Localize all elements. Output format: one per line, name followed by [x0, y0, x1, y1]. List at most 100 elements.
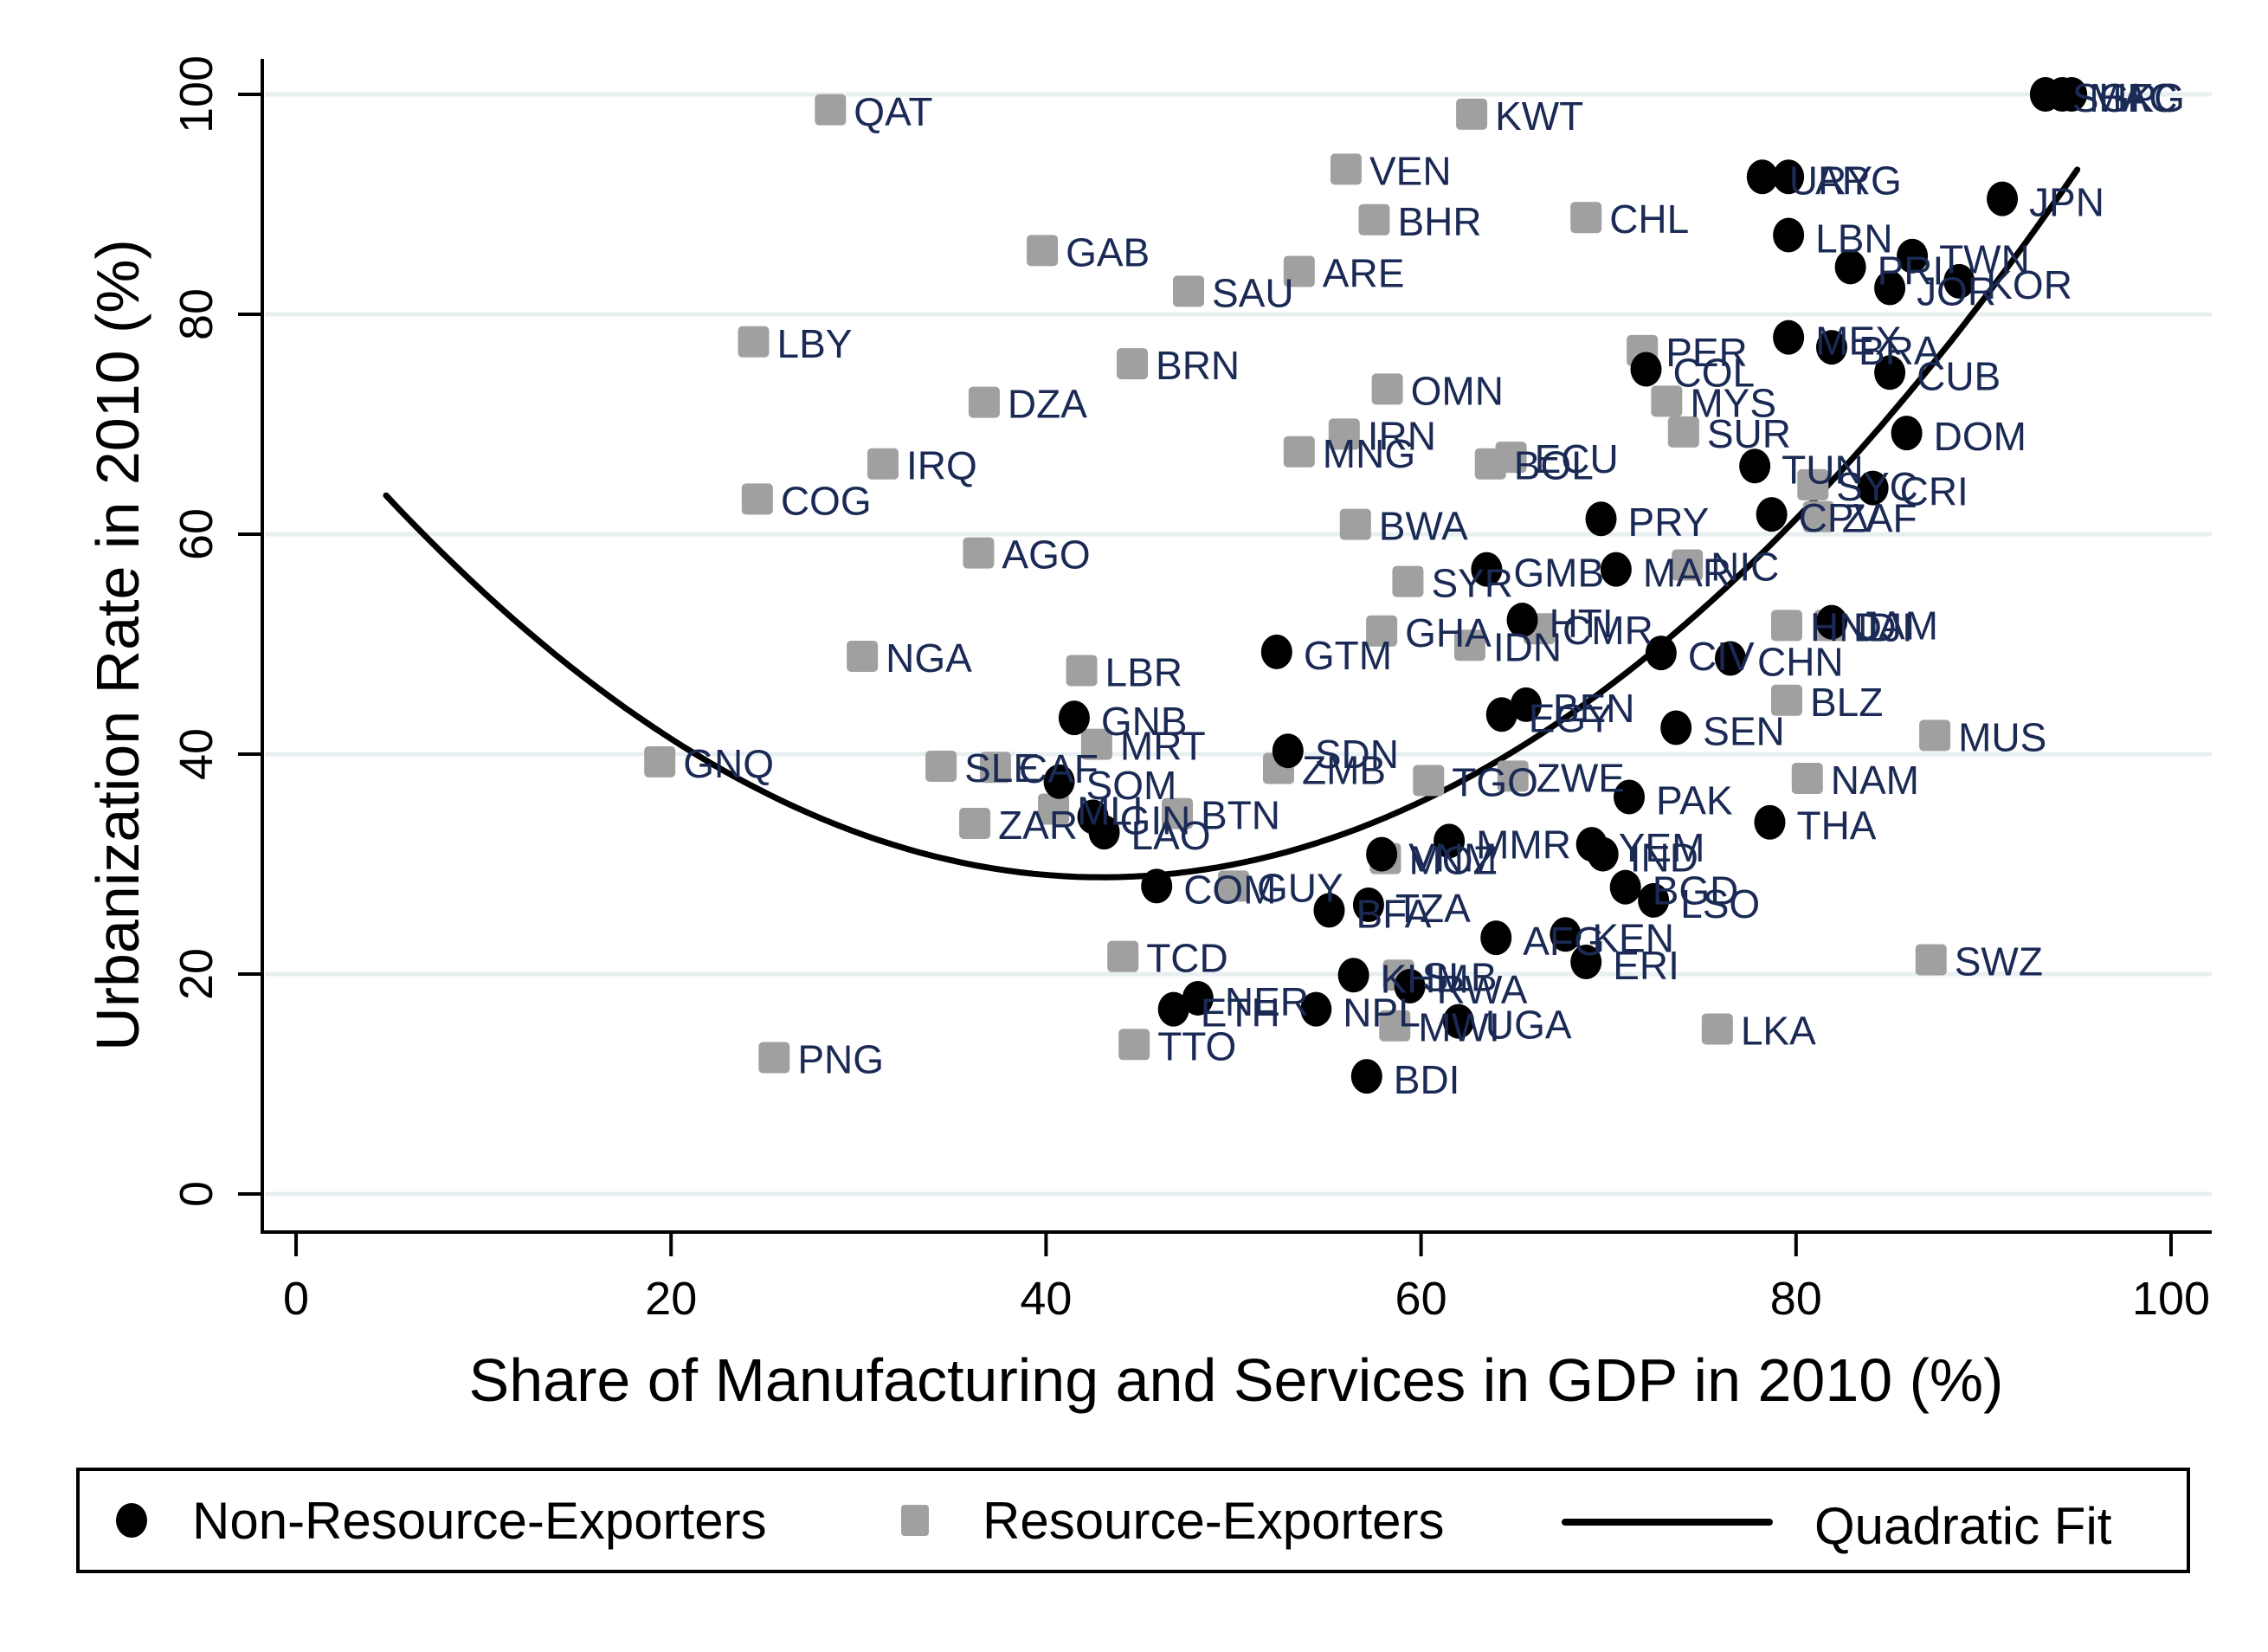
- point-non-resource-RWA: [1394, 968, 1426, 1003]
- point-resource-ECU: [1495, 442, 1527, 474]
- point-label-COG: COG: [781, 478, 872, 523]
- point-label-ZWE: ZWE: [1537, 755, 1625, 800]
- point-resource-COG: [741, 483, 773, 515]
- point-label-JPN: JPN: [2029, 180, 2104, 225]
- point-label-PRI: PRI: [1878, 248, 1944, 293]
- point-label-PER: PER: [1666, 330, 1748, 375]
- point-non-resource-MMR: [1434, 823, 1466, 859]
- point-label-LBY: LBY: [777, 321, 853, 366]
- point-label-BOL: BOL: [1514, 443, 1594, 488]
- point-resource-LBR: [1066, 655, 1098, 687]
- point-label-VEN: VEN: [1369, 148, 1452, 193]
- y-ticks: 0 20 40 60 80 100: [171, 55, 262, 1207]
- point-label-CHL: CHL: [1609, 197, 1689, 242]
- point-resource-MNG: [1283, 436, 1315, 468]
- point-resource-LKA: [1701, 1013, 1733, 1045]
- point-non-resource-PRI: [1834, 249, 1866, 285]
- gridlines: [265, 92, 2212, 1197]
- point-label-MWI: MWI: [1418, 1005, 1500, 1050]
- point-label-GTM: GTM: [1304, 633, 1392, 678]
- point-label-NAM: NAM: [1831, 758, 1919, 803]
- point-label-CAF: CAF: [1019, 746, 1099, 791]
- point-label-MMR: MMR: [1476, 822, 1571, 867]
- point-label-BFA: BFA: [1356, 891, 1431, 936]
- point-label-BRA: BRA: [1859, 328, 1941, 373]
- point-label-GHA: GHA: [1405, 610, 1492, 655]
- point-label-LSO: LSO: [1680, 881, 1760, 926]
- point-resource-IDN: [1453, 629, 1485, 661]
- point-label-BWA: BWA: [1379, 504, 1468, 549]
- point-label-NIC: NIC: [1711, 545, 1779, 590]
- point-resource-VEN: [1330, 153, 1362, 185]
- point-label-MAC: MAC: [2089, 75, 2177, 120]
- point-label-ARE: ARE: [1323, 250, 1405, 295]
- point-non-resource-TZA: [1352, 887, 1384, 922]
- point-label-SYR: SYR: [1431, 561, 1513, 606]
- point-non-resource-URY: [1746, 159, 1778, 195]
- legend-box: [76, 1468, 2190, 1573]
- point-resource-DZA: [968, 386, 1000, 418]
- x-tick-label: 0: [283, 1273, 309, 1325]
- legend-marker-non-resource: [116, 1503, 147, 1538]
- point-non-resource-ARG: [1773, 159, 1805, 195]
- point-label-SEN: SEN: [1703, 709, 1785, 754]
- point-label-AFG: AFG: [1523, 919, 1605, 964]
- point-non-resource-CRI: [1857, 470, 1889, 506]
- point-label-SUR: SUR: [1707, 411, 1791, 456]
- legend-marker-resource: [901, 1505, 929, 1536]
- point-non-resource-BRA: [1815, 330, 1847, 365]
- point-label-ETH: ETH: [1201, 991, 1280, 1036]
- point-resource-BHR: [1358, 203, 1390, 236]
- point-resource-BRN: [1117, 348, 1149, 380]
- point-label-TUN: TUN: [1782, 447, 1864, 492]
- point-non-resource-BFA: [1313, 893, 1345, 928]
- point-resource-CAF: [979, 752, 1011, 784]
- point-label-IND: IND: [1630, 836, 1698, 881]
- point-non-resource-EGY: [1485, 697, 1517, 732]
- point-label-CUB: CUB: [1917, 353, 2001, 398]
- point-label-BGD: BGD: [1653, 868, 1739, 913]
- point-label-JOR: JOR: [1917, 269, 1996, 314]
- point-non-resource-LSO: [1638, 882, 1670, 918]
- point-resource-NGA: [847, 640, 879, 672]
- point-resource-GAB: [1027, 235, 1059, 267]
- point-non-resource-PRY: [1585, 501, 1617, 537]
- point-label-BHR: BHR: [1397, 199, 1481, 244]
- point-non-resource-LAO: [1088, 815, 1120, 850]
- point-non-resource-GNB: [1058, 700, 1090, 736]
- point-resource-TCD: [1107, 940, 1139, 972]
- y-tick-label: 80: [171, 288, 222, 340]
- legend-label-resource: Resource-Exporters: [983, 1492, 1445, 1550]
- point-resource-AGO: [963, 537, 995, 569]
- point-resource-MWI: [1379, 1010, 1411, 1042]
- point-non-resource-SEN: [1660, 710, 1692, 745]
- point-label-SDN: SDN: [1315, 732, 1399, 777]
- point-label-MYS: MYS: [1690, 380, 1776, 425]
- point-non-resource-KEN: [1550, 917, 1582, 952]
- point-resource-CHL: [1570, 202, 1602, 234]
- point-label-IRQ: IRQ: [906, 443, 977, 488]
- point-label-URY: URY: [1789, 158, 1872, 203]
- point-non-resource-SOM: [1043, 764, 1075, 799]
- point-label-IDN: IDN: [1493, 624, 1562, 669]
- point-label-NPL: NPL: [1343, 991, 1420, 1036]
- point-non-resource-KHM: [1337, 958, 1369, 993]
- legend-label-fit: Quadratic Fit: [1814, 1497, 2112, 1555]
- point-label-KOR: KOR: [1986, 262, 2072, 307]
- point-label-MEX: MEX: [1815, 319, 1902, 364]
- point-label-IRN: IRN: [1368, 413, 1436, 458]
- point-resource-ZWE: [1497, 760, 1529, 792]
- point-resource-NIC: [1672, 549, 1704, 581]
- x-tick-label: 40: [1020, 1273, 1072, 1325]
- point-label-MNG: MNG: [1323, 431, 1415, 476]
- point-non-resource-COM: [1141, 868, 1173, 904]
- point-non-resource-LBN: [1773, 217, 1805, 253]
- point-label-SLE: SLE: [964, 745, 1040, 791]
- point-non-resource-JAM: [1815, 604, 1847, 640]
- x-tick-label: 60: [1395, 1273, 1447, 1325]
- point-label-PNG: PNG: [797, 1037, 884, 1082]
- point-resource-LBY: [738, 326, 770, 358]
- point-non-resource-IND: [1587, 836, 1619, 872]
- point-label-MAR: MAR: [1643, 551, 1731, 596]
- point-label-CMR: CMR: [1562, 608, 1653, 653]
